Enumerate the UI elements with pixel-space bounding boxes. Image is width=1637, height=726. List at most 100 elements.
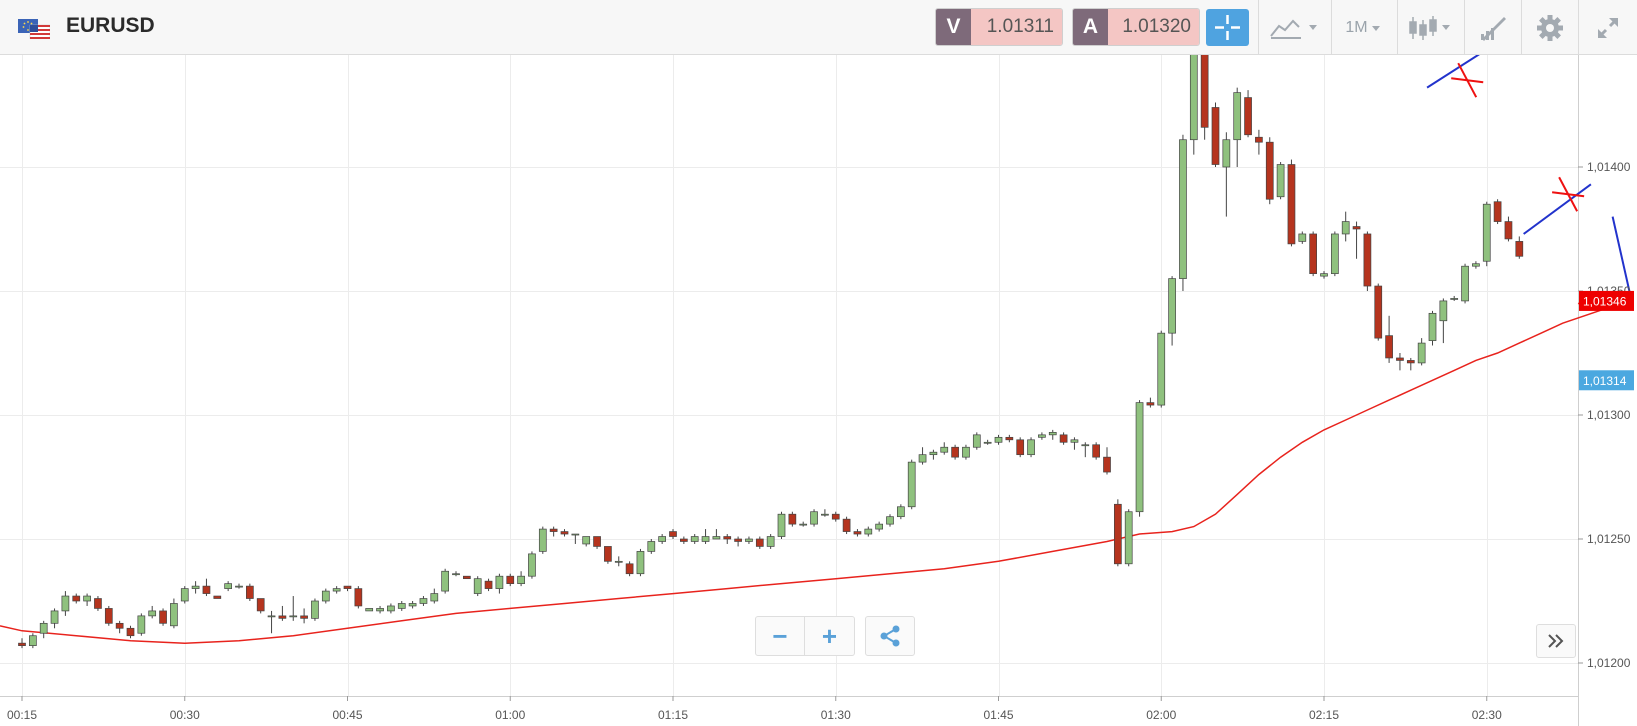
candle-body <box>1135 402 1144 513</box>
candle-body <box>723 536 732 540</box>
candle-body <box>267 615 276 618</box>
candle-body <box>962 446 970 458</box>
price-tags: 1,01346 1,01314 <box>1579 290 1634 391</box>
candle <box>94 596 102 611</box>
candle <box>408 601 417 609</box>
candle-body <box>484 580 493 589</box>
candle <box>115 620 124 634</box>
candle-body <box>766 536 775 547</box>
x-tick-label: 00:45 <box>332 708 362 722</box>
fullscreen-button[interactable] <box>1578 0 1637 55</box>
zoom-out-button[interactable]: − <box>755 616 805 656</box>
candle <box>1450 295 1459 301</box>
cross-marker[interactable] <box>1552 176 1585 212</box>
candle <box>1482 201 1491 267</box>
x-tick-label: 02:00 <box>1146 708 1176 722</box>
candle-body <box>1276 164 1285 198</box>
candle-body <box>1352 226 1361 230</box>
candle-body <box>506 575 515 584</box>
candle-body <box>1103 456 1111 473</box>
candle <box>1189 55 1198 155</box>
candle-body <box>1005 436 1014 441</box>
annotations[interactable] <box>1426 55 1634 304</box>
candle <box>1005 434 1014 443</box>
candle <box>148 605 157 619</box>
chevron-down-icon <box>1371 25 1380 31</box>
candle-body <box>1493 201 1502 222</box>
candle <box>831 511 840 522</box>
candle-body <box>365 608 374 612</box>
crosshair-icon <box>1215 15 1240 40</box>
candle-body <box>170 603 178 627</box>
candle <box>39 620 48 639</box>
price-chart[interactable]: 1,014501,014001,013501,013001,012501,012… <box>0 55 1637 726</box>
candle-body <box>321 590 330 602</box>
chart-type-button[interactable] <box>1397 0 1464 55</box>
candle-body <box>669 531 677 537</box>
candle-body <box>1298 233 1307 242</box>
candle-body <box>1385 335 1393 359</box>
candle-body <box>397 603 406 609</box>
candle <box>365 608 374 612</box>
candle <box>430 588 439 604</box>
candles <box>18 55 1524 649</box>
candle-body <box>137 615 146 634</box>
crosshair-price-tag-bg <box>1579 370 1634 391</box>
candle <box>1309 231 1318 277</box>
zoom-in-button[interactable]: + <box>805 616 855 656</box>
y-axis: 1,014501,014001,013501,013001,012501,012… <box>1578 160 1631 670</box>
grid <box>0 55 1578 696</box>
candle <box>929 449 938 460</box>
cross-marker[interactable] <box>1451 62 1484 98</box>
scroll-to-latest-button[interactable] <box>1536 624 1576 658</box>
candle-body <box>278 615 287 619</box>
moving-average-line <box>0 302 1607 644</box>
y-tick-label: 1,01400 <box>1587 160 1631 174</box>
candle-body <box>842 518 851 532</box>
buy-price-button[interactable]: A 1.01320 <box>1072 8 1200 46</box>
candle-body <box>517 575 525 584</box>
candle-body <box>300 615 308 619</box>
candle-body <box>408 603 417 607</box>
candle-body <box>1428 312 1437 341</box>
settings-button[interactable] <box>1521 0 1578 55</box>
candle <box>29 633 37 649</box>
candle-body <box>1027 439 1035 456</box>
eu-us-flag-icon <box>18 19 50 39</box>
candle <box>755 536 764 549</box>
sell-price-button[interactable]: V 1.01311 <box>935 8 1063 46</box>
candle <box>538 526 547 554</box>
candle <box>1070 437 1079 450</box>
candle-body <box>1244 97 1252 136</box>
share-button[interactable] <box>865 616 915 656</box>
candle-body <box>1406 360 1415 364</box>
candle-body <box>614 560 623 563</box>
drawing-tools-button[interactable] <box>1464 0 1521 55</box>
timeframe-button[interactable]: 1M <box>1331 0 1397 55</box>
trendline[interactable] <box>1611 216 1634 304</box>
candle-body <box>929 451 938 456</box>
candle <box>1428 310 1437 346</box>
candle <box>1396 353 1404 371</box>
candle <box>397 601 406 611</box>
trendline[interactable] <box>1426 55 1481 89</box>
candle <box>1363 231 1372 291</box>
candle <box>1493 199 1502 225</box>
candle-body <box>1309 233 1318 274</box>
candle <box>842 516 851 535</box>
candle <box>473 576 482 597</box>
candle <box>1157 330 1166 408</box>
trendline[interactable] <box>1523 183 1592 235</box>
crosshair-button[interactable] <box>1206 9 1249 46</box>
indicators-button[interactable] <box>1258 0 1331 55</box>
candle <box>1472 261 1480 269</box>
candle <box>1038 432 1046 440</box>
candle <box>376 605 384 614</box>
sell-label: V <box>936 9 971 45</box>
candle <box>582 536 591 547</box>
candle <box>1461 263 1469 304</box>
candle <box>18 638 26 649</box>
candle-body <box>1472 263 1480 267</box>
candle <box>690 534 699 544</box>
candle <box>1244 90 1252 138</box>
